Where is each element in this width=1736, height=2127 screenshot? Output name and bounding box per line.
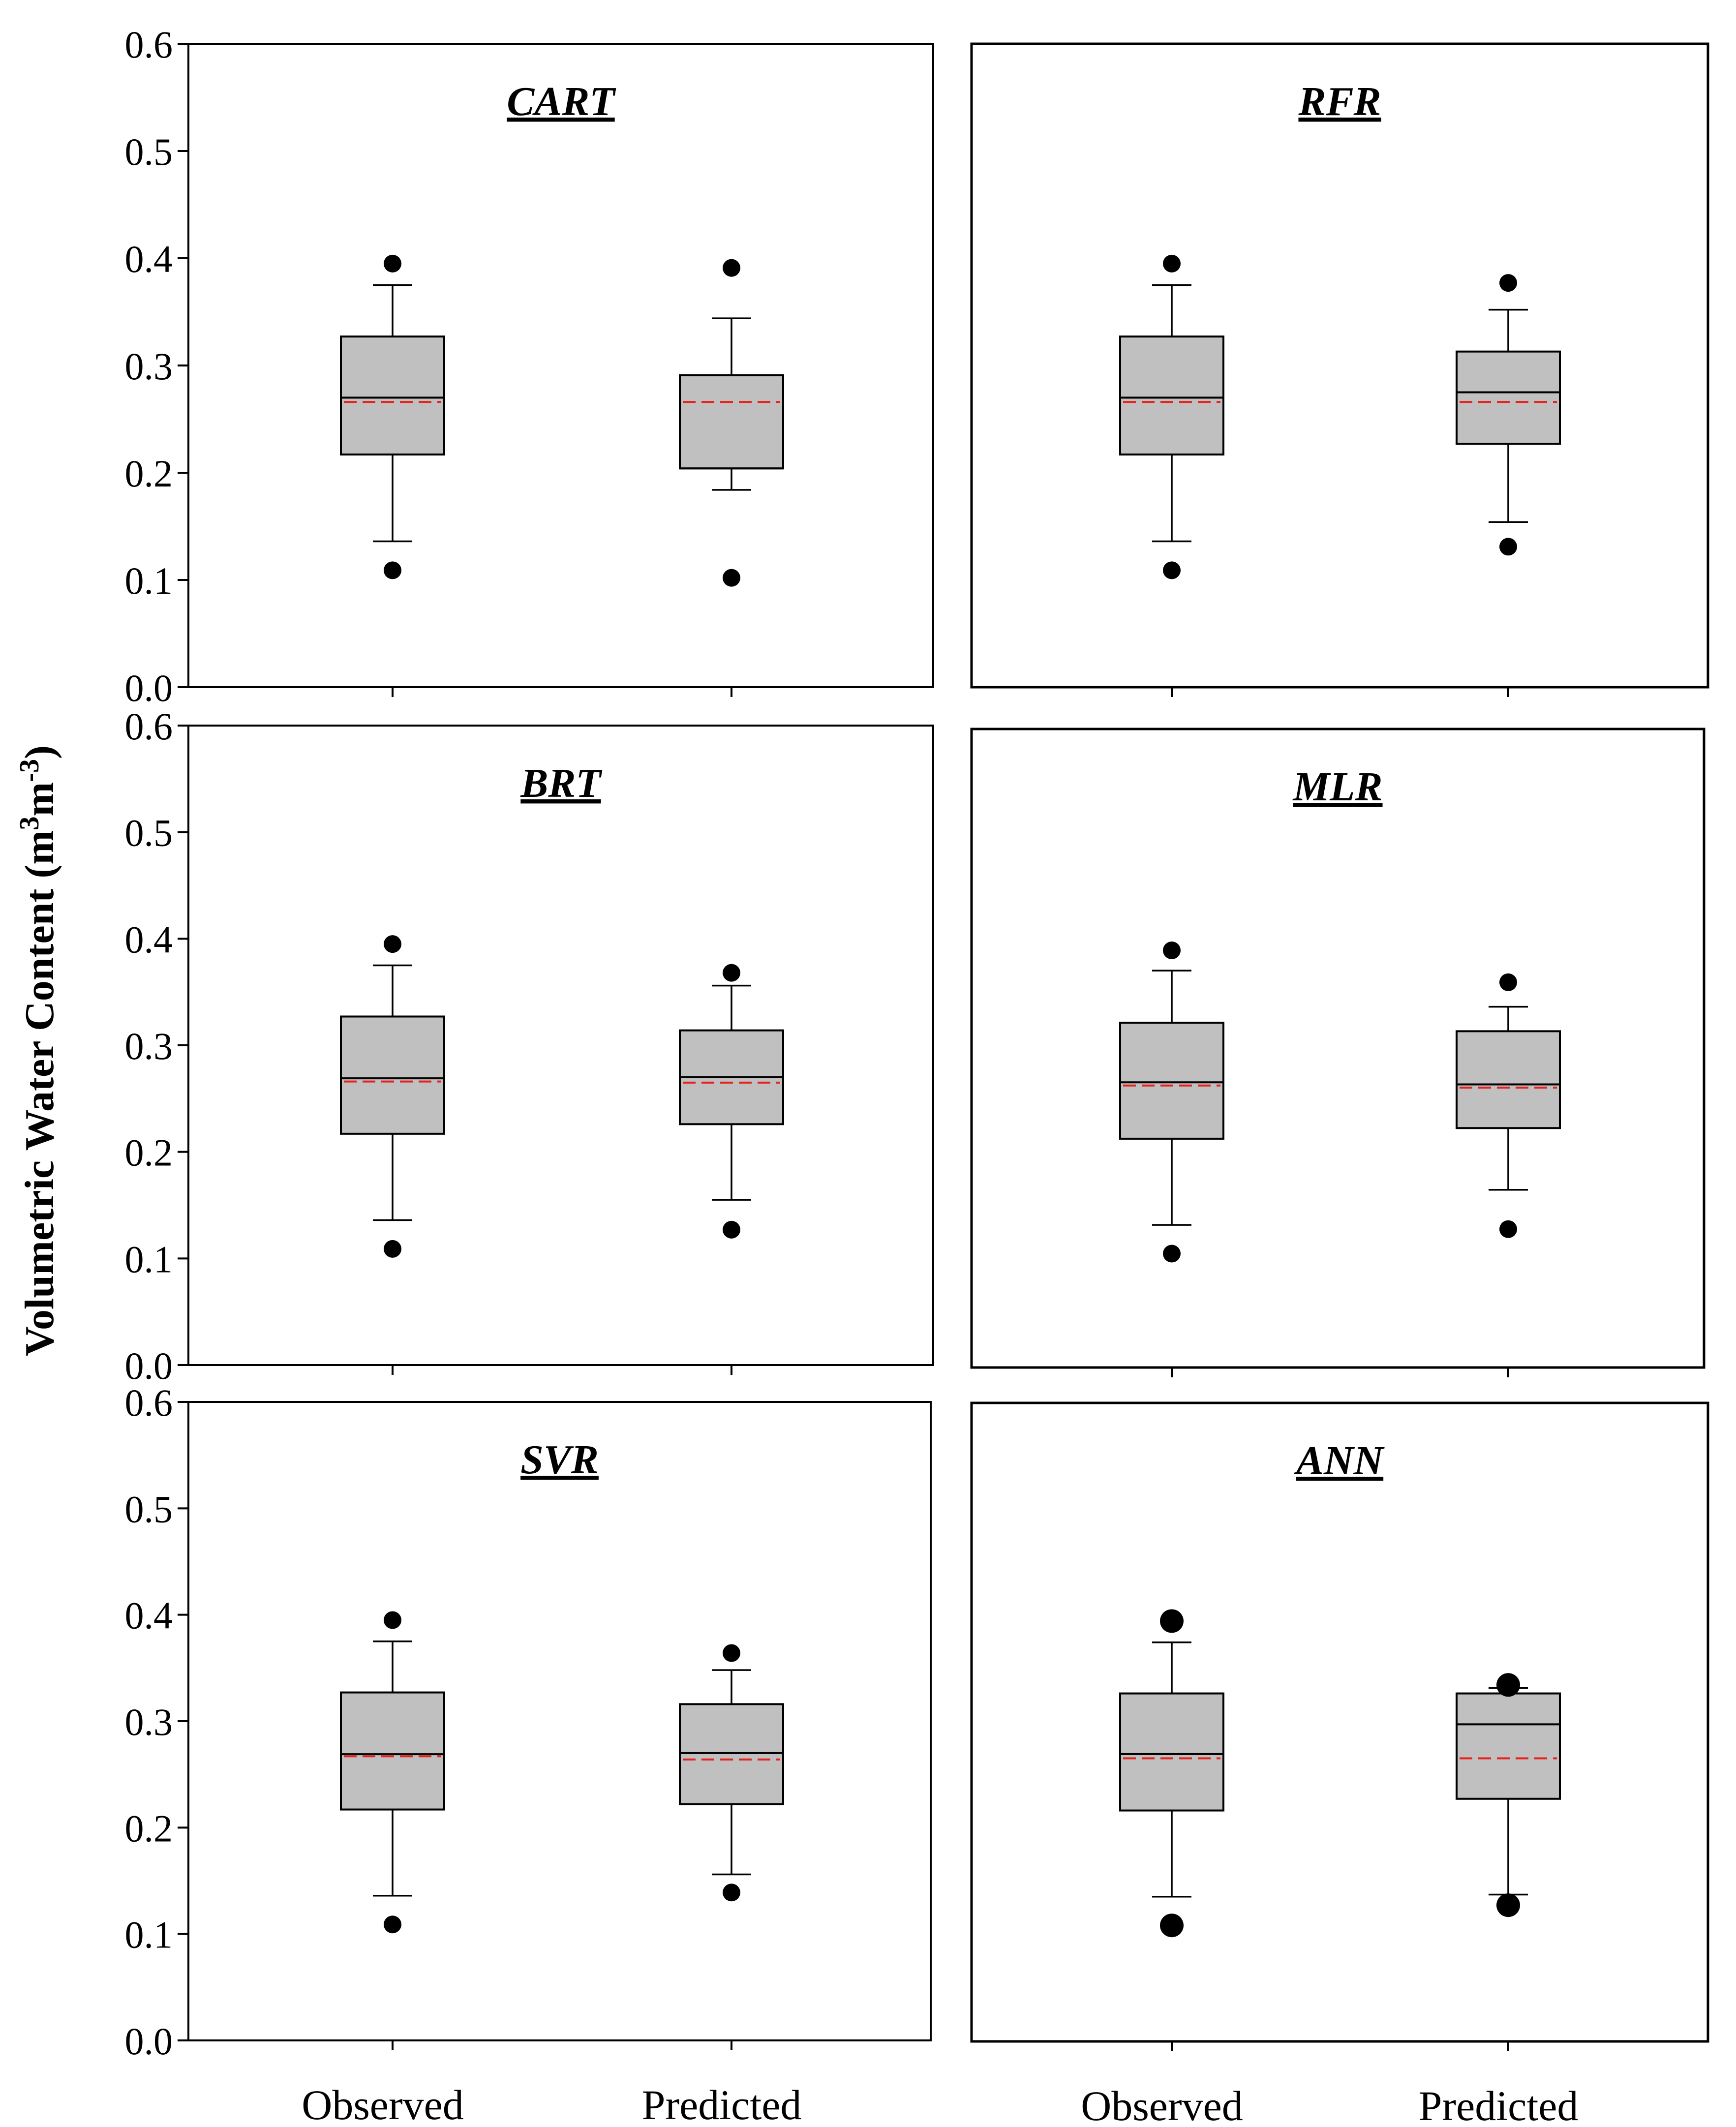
x-category-label-observed: Observed bbox=[1081, 2082, 1243, 2127]
box-ann-predicted: Predicted bbox=[1419, 1673, 1579, 2127]
y-tick-label: 0.1 bbox=[125, 559, 173, 602]
iqr-box bbox=[1119, 1022, 1224, 1140]
panels: CART 0.0 0.1 0.2 0.3 0.4 0.5 0.6 RFR BRT 0.0 0.1 0.2… bbox=[125, 23, 1709, 2127]
box-rfr-observed bbox=[1119, 254, 1224, 697]
x-category-label-predicted: Predicted bbox=[642, 2081, 802, 2127]
outlier-point bbox=[723, 259, 740, 277]
outlier-point bbox=[384, 561, 401, 579]
iqr-box bbox=[679, 374, 784, 470]
box-rfr-predicted bbox=[1456, 274, 1561, 697]
outlier-point bbox=[1160, 1609, 1184, 1633]
outlier-point bbox=[1496, 1893, 1520, 1917]
outlier-point bbox=[723, 964, 740, 982]
iqr-box bbox=[1119, 1692, 1224, 1812]
y-tick-label: 0.4 bbox=[125, 1594, 173, 1637]
panel-title-mlr: MLR bbox=[1292, 764, 1382, 810]
iqr-box bbox=[1456, 1030, 1561, 1129]
y-tick-label: 0.5 bbox=[125, 130, 173, 173]
box-mlr-observed bbox=[1119, 941, 1224, 1377]
y-tick-label: 0.5 bbox=[125, 1488, 173, 1530]
panel-mlr: MLR bbox=[970, 728, 1706, 1377]
outlier-point bbox=[1163, 941, 1181, 959]
panel-brt: BRT 0.0 0.1 0.2 0.3 0.4 0.5 0.6 bbox=[125, 705, 934, 1387]
outlier-point bbox=[1499, 1220, 1517, 1238]
box-brt-observed bbox=[340, 935, 445, 1375]
panel-frame bbox=[970, 1401, 1709, 2043]
outlier-point bbox=[723, 1644, 740, 1662]
panel-title-svr: SVR bbox=[520, 1437, 599, 1483]
outlier-point bbox=[723, 1884, 740, 1902]
iqr-box bbox=[1456, 350, 1561, 445]
y-tick-label: 0.6 bbox=[125, 23, 173, 66]
y-tick-label: 0.3 bbox=[125, 1025, 173, 1067]
box-ann-observed: Observed bbox=[1081, 1609, 1243, 2127]
outlier-point bbox=[1499, 973, 1517, 991]
y-tick-label: 0.0 bbox=[125, 1344, 173, 1387]
box-svr-predicted: Predicted bbox=[642, 1644, 802, 2127]
panel-title-rfr: RFR bbox=[1298, 79, 1381, 124]
panel-frame bbox=[970, 728, 1706, 1369]
y-tick-label: 0.6 bbox=[125, 1381, 173, 1424]
box-cart-predicted bbox=[679, 259, 784, 697]
outlier-point bbox=[1163, 1245, 1181, 1263]
y-tick-label: 0.6 bbox=[125, 705, 173, 748]
panel-title-brt: BRT bbox=[520, 760, 603, 806]
box-brt-predicted bbox=[679, 964, 784, 1375]
panel-rfr: RFR bbox=[970, 42, 1709, 697]
box-cart-observed bbox=[340, 254, 445, 697]
outlier-point bbox=[384, 1240, 401, 1258]
outlier-point bbox=[384, 254, 401, 273]
panel-title-cart: CART bbox=[507, 79, 616, 124]
y-tick-label: 0.3 bbox=[125, 345, 173, 388]
y-tick-label: 0.1 bbox=[125, 1914, 173, 1956]
y-tick-label: 0.4 bbox=[125, 238, 173, 280]
y-tick-label: 0.5 bbox=[125, 812, 173, 854]
y-tick-label: 0.2 bbox=[125, 1807, 173, 1850]
outlier-point bbox=[723, 569, 740, 587]
box-mlr-predicted bbox=[1456, 973, 1561, 1377]
panel-cart: CART 0.0 0.1 0.2 0.3 0.4 0.5 0.6 bbox=[125, 23, 934, 709]
box-svr-observed: Observed bbox=[302, 1611, 464, 2127]
iqr-box bbox=[340, 1015, 445, 1135]
y-tick-label: 0.4 bbox=[125, 918, 173, 961]
outlier-point bbox=[1496, 1673, 1520, 1697]
y-tick-label: 0.0 bbox=[125, 2020, 173, 2063]
x-category-label-predicted: Predicted bbox=[1419, 2082, 1579, 2127]
outlier-point bbox=[384, 935, 401, 953]
panel-svr: SVR 0.0 0.1 0.2 0.3 0.4 0.5 0.6 Observed Predicte… bbox=[125, 1381, 932, 2127]
panel-title-ann: ANN bbox=[1294, 1438, 1385, 1484]
outlier-point bbox=[1160, 1914, 1184, 1938]
outlier-point bbox=[1163, 254, 1181, 273]
iqr-box bbox=[340, 1691, 445, 1811]
outlier-point bbox=[384, 1611, 401, 1629]
outlier-point bbox=[384, 1915, 401, 1934]
y-tick-label: 0.2 bbox=[125, 452, 173, 495]
iqr-box bbox=[340, 335, 445, 456]
outlier-point bbox=[1499, 538, 1517, 556]
iqr-box bbox=[679, 1703, 784, 1805]
y-tick-label: 0.0 bbox=[125, 667, 173, 709]
iqr-box bbox=[1456, 1692, 1561, 1800]
outlier-point bbox=[1163, 561, 1181, 579]
y-axis-label: Volumetric Water Content (m3m-3) bbox=[14, 745, 62, 1356]
y-tick-label: 0.2 bbox=[125, 1131, 173, 1174]
panel-frame bbox=[970, 42, 1709, 689]
outlier-point bbox=[1499, 274, 1517, 292]
outlier-point bbox=[723, 1220, 740, 1239]
y-tick-label: 0.1 bbox=[125, 1238, 173, 1280]
y-tick-label: 0.3 bbox=[125, 1701, 173, 1743]
iqr-box bbox=[1119, 335, 1224, 456]
panel-ann: ANN Observed Predicted bbox=[970, 1401, 1709, 2127]
x-category-label-observed: Observed bbox=[302, 2081, 464, 2127]
